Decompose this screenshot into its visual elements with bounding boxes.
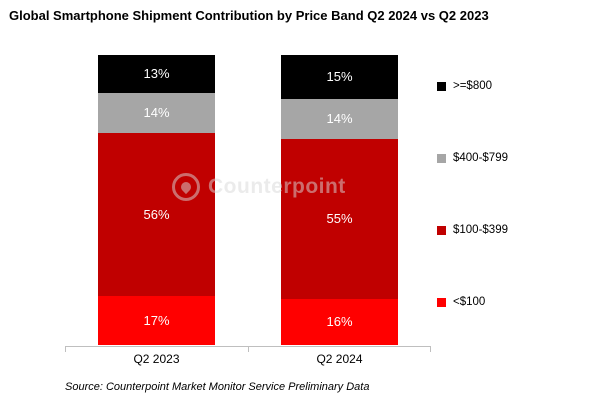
x-axis: Q2 2023 Q2 2024: [65, 346, 431, 371]
bar-segment: 13%: [98, 55, 215, 93]
bar-segment: 16%: [281, 298, 398, 345]
legend-label: $100-$399: [453, 224, 508, 236]
x-axis-label: Q2 2024: [316, 352, 363, 366]
bar-q2-2024: 15% 14% 55% 16%: [281, 55, 398, 345]
bar-segment: 55%: [281, 139, 398, 299]
legend-swatch-icon: [437, 297, 446, 307]
legend-label: >=$800: [453, 80, 493, 92]
source-note: Source: Counterpoint Market Monitor Serv…: [65, 381, 370, 393]
legend-swatch-icon: [437, 225, 446, 235]
axis-tick: [430, 347, 431, 352]
axis-tick: [65, 347, 66, 352]
axis-tick: [248, 347, 249, 352]
legend-item: >=$800: [437, 80, 508, 92]
bar-segment: 14%: [281, 98, 398, 140]
legend-swatch-icon: [437, 81, 446, 91]
bar-segment: 56%: [98, 133, 215, 296]
legend-label: $400-$799: [453, 152, 508, 164]
legend-item: <$100: [437, 296, 508, 308]
legend-item: $400-$799: [437, 152, 508, 164]
bar-segment: 17%: [98, 295, 215, 345]
legend-swatch-icon: [437, 153, 446, 163]
plot-area: 13% 14% 56% 17% 15% 14% 55% 16%: [65, 55, 431, 345]
legend: >=$800 $400-$799 $100-$399 <$100: [437, 80, 508, 368]
x-axis-label: Q2 2023: [133, 352, 180, 366]
bar-segment: 14%: [98, 92, 215, 134]
bar-segment: 15%: [281, 55, 398, 99]
legend-item: $100-$399: [437, 224, 508, 236]
chart-title: Global Smartphone Shipment Contribution …: [9, 8, 489, 23]
bar-q2-2023: 13% 14% 56% 17%: [98, 55, 215, 345]
legend-label: <$100: [453, 296, 486, 308]
